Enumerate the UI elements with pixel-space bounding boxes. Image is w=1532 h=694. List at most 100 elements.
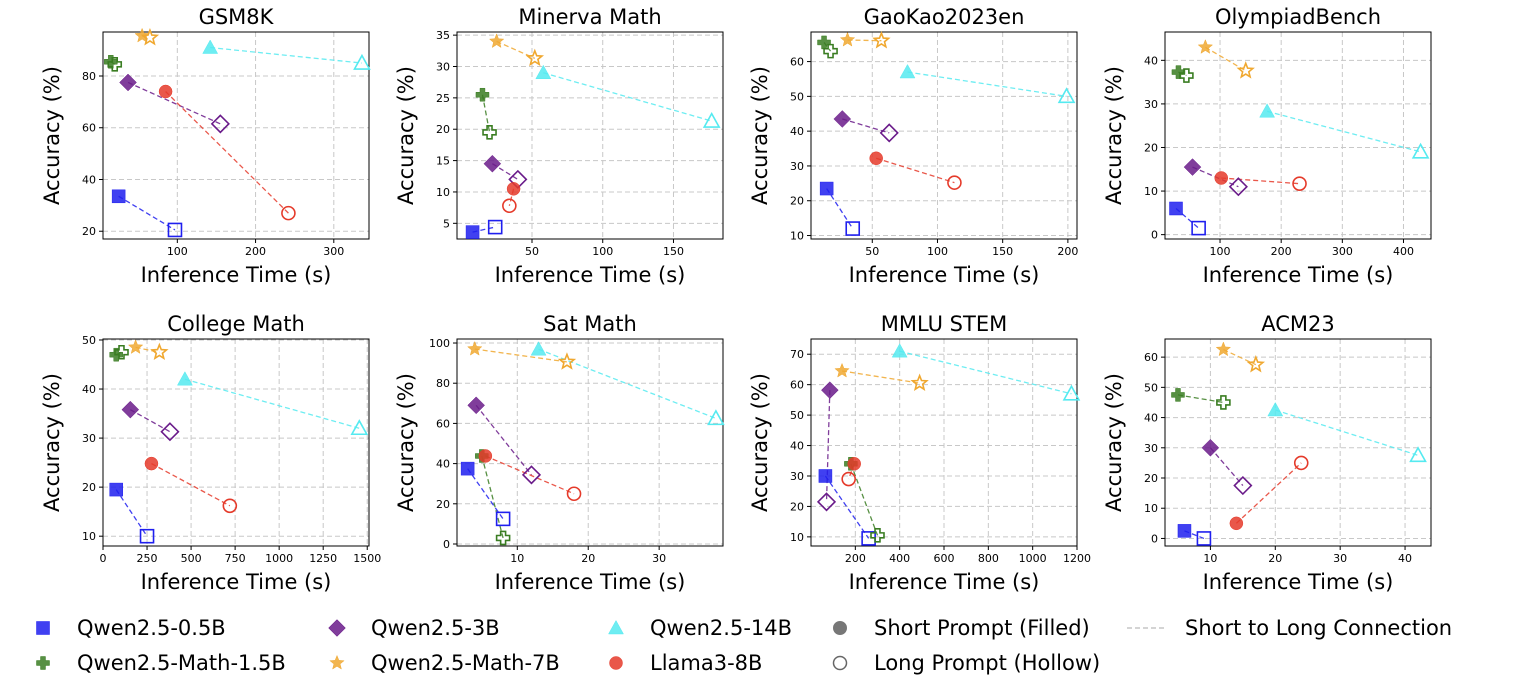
plot-area bbox=[1171, 341, 1427, 546]
point-short-l8 bbox=[847, 457, 861, 471]
point-long-q3 bbox=[816, 492, 837, 512]
y-tick-label: 50 bbox=[790, 409, 804, 422]
point-short-l8 bbox=[144, 456, 159, 471]
x-tick-label: 400 bbox=[889, 552, 910, 565]
connection-q3 bbox=[825, 390, 831, 502]
legend-item-q7: Qwen2.5-Math-7B bbox=[329, 651, 560, 675]
y-tick-label: 10 bbox=[82, 530, 96, 543]
x-tick-label: 150 bbox=[992, 245, 1013, 258]
x-tick-label: 10 bbox=[510, 552, 524, 565]
point-long-q7 bbox=[1236, 61, 1255, 79]
panel-title: College Math bbox=[167, 312, 305, 336]
y-tick-label: 60 bbox=[790, 379, 804, 392]
connection-q14 bbox=[184, 378, 360, 429]
legend-marker-q7 bbox=[329, 654, 345, 670]
panel-mmlu-stem: 200 400 600 800 1000 1200 10 20 30 40 50 60 70 MMLU S… bbox=[748, 312, 1091, 594]
x-tick-label: 100 bbox=[167, 245, 188, 258]
y-tick-label: 60 bbox=[790, 56, 804, 69]
point-long-q7 bbox=[557, 352, 577, 370]
plot-area bbox=[104, 27, 371, 238]
connection-q05 bbox=[118, 195, 176, 231]
y-tick-label: 10 bbox=[790, 531, 804, 544]
x-axis-label: Inference Time (s) bbox=[495, 570, 686, 594]
y-tick-label: 60 bbox=[1144, 351, 1158, 364]
connection-q15 bbox=[481, 94, 491, 133]
x-tick-label: 250 bbox=[137, 552, 158, 565]
y-tick-label: 80 bbox=[436, 377, 450, 390]
panel-college-math: 0 250 500 750 1000 1250 1500 10 20 30 40 50 College … bbox=[40, 312, 381, 594]
y-tick-label: 40 bbox=[82, 383, 96, 396]
y-tick-label: 10 bbox=[1144, 502, 1158, 515]
connection-q3 bbox=[842, 118, 890, 134]
point-short-q05 bbox=[818, 469, 833, 483]
point-short-q3 bbox=[1201, 438, 1220, 457]
legend-item-l8: Llama3-8B bbox=[609, 651, 762, 675]
y-tick-label: 20 bbox=[790, 195, 804, 208]
point-long-l8 bbox=[222, 498, 238, 514]
y-tick-label: 80 bbox=[82, 70, 96, 83]
x-axis-label: Inference Time (s) bbox=[849, 263, 1040, 287]
connection-q7 bbox=[1223, 348, 1257, 366]
point-long-l8 bbox=[502, 198, 517, 214]
x-tick-label: 20 bbox=[1268, 552, 1282, 565]
point-long-q05 bbox=[487, 219, 503, 235]
connection-q05 bbox=[824, 475, 870, 539]
y-tick-label: 60 bbox=[82, 122, 96, 135]
point-long-q7 bbox=[1246, 355, 1266, 373]
point-short-q05 bbox=[1177, 524, 1192, 538]
x-tick-label: 300 bbox=[1332, 245, 1353, 258]
y-tick-label: 25 bbox=[436, 92, 450, 105]
point-long-q3 bbox=[1233, 475, 1253, 496]
y-tick-label: 100 bbox=[429, 337, 450, 350]
legend-item-connection: Short to Long Connection bbox=[1127, 616, 1452, 640]
y-tick-label: 70 bbox=[790, 348, 804, 361]
x-axis-label: Inference Time (s) bbox=[495, 263, 686, 287]
y-tick-label: 50 bbox=[790, 90, 804, 103]
y-tick-label: 0 bbox=[1151, 532, 1158, 545]
connection-q3 bbox=[1209, 447, 1244, 486]
x-tick-label: 200 bbox=[1271, 245, 1292, 258]
panel-title: Sat Math bbox=[543, 312, 637, 336]
y-tick-label: 50 bbox=[1144, 381, 1158, 394]
point-long-q05 bbox=[167, 222, 183, 238]
y-tick-label: 20 bbox=[790, 500, 804, 513]
legend-item-q14: Qwen2.5-14B bbox=[608, 616, 792, 640]
point-long-q3 bbox=[160, 422, 180, 442]
point-short-q14 bbox=[891, 343, 908, 358]
point-long-q14 bbox=[1062, 384, 1081, 401]
legend-marker-filled bbox=[833, 621, 847, 635]
y-tick-label: 0 bbox=[443, 538, 450, 551]
legend-marker-l8 bbox=[609, 656, 623, 670]
connection-q3 bbox=[127, 81, 221, 125]
point-long-q7 bbox=[140, 28, 160, 46]
legend-label: Qwen2.5-Math-7B bbox=[371, 651, 560, 675]
y-tick-label: 5 bbox=[443, 217, 450, 230]
connection-l8 bbox=[1235, 462, 1302, 524]
legend-item-q3: Qwen2.5-3B bbox=[328, 616, 500, 640]
y-tick-label: 20 bbox=[1144, 141, 1158, 154]
point-short-q7 bbox=[834, 362, 850, 378]
point-short-q7 bbox=[1197, 39, 1214, 54]
y-tick-label: 40 bbox=[1144, 412, 1158, 425]
point-long-q7 bbox=[525, 48, 545, 67]
point-short-q3 bbox=[467, 396, 485, 415]
y-tick-label: 30 bbox=[1144, 98, 1158, 111]
connection-q14 bbox=[1266, 110, 1421, 153]
point-long-q05 bbox=[495, 511, 511, 527]
point-short-q14 bbox=[177, 371, 193, 386]
point-short-q3 bbox=[821, 381, 839, 399]
point-short-q3 bbox=[833, 110, 852, 128]
y-tick-label: 30 bbox=[790, 160, 804, 173]
point-short-q14 bbox=[530, 341, 547, 356]
legend-label: Qwen2.5-14B bbox=[650, 616, 792, 640]
panel-acm23: 10 20 30 40 0 10 20 30 40 50 60 ACM23 Inference Time… bbox=[1102, 312, 1432, 594]
panel-gsm8k: 100 200 300 20 40 60 80 GSM8K Inference Time (s)… bbox=[40, 5, 371, 287]
panel-olympiadbench: 100 200 300 400 0 10 20 30 40 OlympiadBench Infere… bbox=[1102, 5, 1432, 287]
legend-label: Short to Long Connection bbox=[1185, 616, 1452, 640]
y-tick-label: 0 bbox=[1151, 229, 1158, 242]
point-long-q15 bbox=[1216, 395, 1231, 410]
x-tick-label: 20 bbox=[581, 552, 595, 565]
x-tick-label: 30 bbox=[1333, 552, 1347, 565]
point-short-q14 bbox=[899, 64, 916, 79]
